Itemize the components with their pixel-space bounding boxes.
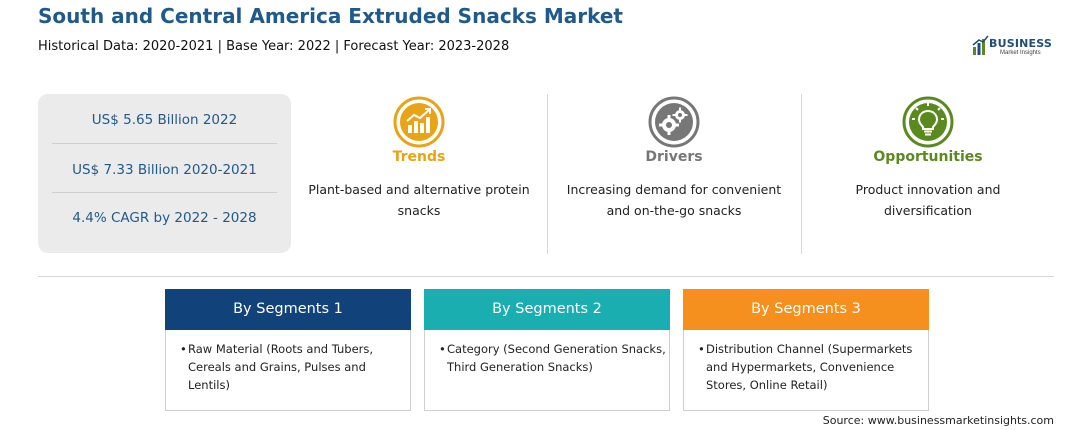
feature-desc-opportunities: Product innovation and diversification [855, 182, 1001, 218]
stat-cagr: 4.4% CAGR by 2022 - 2028 [72, 210, 257, 226]
page-subtitle: Historical Data: 2020-2021 | Base Year: … [38, 39, 510, 54]
feature-drivers: Drivers Increasing demand for convenient… [549, 94, 799, 234]
segment-header-3: By Segments 3 [683, 289, 929, 330]
section-divider [38, 276, 1054, 277]
bullet-icon: • [439, 342, 446, 356]
feature-title-drivers: Drivers [645, 149, 703, 165]
segment-card-1: By Segments 1 • Raw Material (Roots and … [165, 289, 411, 411]
gears-icon [648, 96, 700, 148]
segment-header-2: By Segments 2 [424, 289, 670, 330]
stat-market-size-historical: US$ 7.33 Billion 2020-2021 [72, 162, 257, 178]
segment-item-text: Distribution Channel (Supermarkets and H… [706, 342, 913, 392]
segment-card-3: By Segments 3 • Distribution Channel (Su… [683, 289, 929, 411]
segment-item-2: • Category (Second Generation Snacks, Th… [439, 340, 667, 376]
column-divider [547, 94, 548, 254]
lightbulb-icon [902, 96, 954, 148]
brand-logo: BUSINESS Market Insights [972, 35, 1056, 61]
segment-item-3: • Distribution Channel (Supermarkets and… [698, 340, 926, 394]
feature-title-opportunities: Opportunities [873, 149, 983, 165]
column-divider [801, 94, 802, 254]
feature-desc-drivers: Increasing demand for convenient and on-… [566, 182, 782, 218]
feature-opportunities: Opportunities Product innovation and div… [803, 94, 1053, 234]
market-stats-panel: US$ 5.65 Billion 2022 US$ 7.33 Billion 2… [38, 94, 291, 253]
feature-title-trends: Trends [392, 149, 446, 165]
source-note: Source: www.businessmarketinsights.com [822, 414, 1054, 427]
bullet-icon: • [180, 342, 187, 356]
logo-tagline: Market Insights [1000, 50, 1041, 56]
stat-divider [52, 192, 277, 193]
segment-item-1: • Raw Material (Roots and Tubers, Cereal… [180, 340, 408, 394]
feature-desc-trends: Plant-based and alternative protein snac… [308, 182, 530, 218]
bullet-icon: • [698, 342, 705, 356]
segment-header-1: By Segments 1 [165, 289, 411, 330]
stat-divider [52, 143, 277, 144]
logo-name: BUSINESS [989, 37, 1053, 50]
trend-chart-icon [393, 96, 445, 148]
stat-market-size-2022: US$ 5.65 Billion 2022 [91, 112, 238, 128]
segment-card-2: By Segments 2 • Category (Second Generat… [424, 289, 670, 411]
segment-item-text: Category (Second Generation Snacks, Thir… [447, 342, 666, 374]
logo-bars-icon [972, 35, 989, 55]
feature-trends: Trends Plant-based and alternative prote… [294, 94, 544, 234]
segment-item-text: Raw Material (Roots and Tubers, Cereals … [188, 342, 374, 392]
page-title: South and Central America Extruded Snack… [38, 4, 623, 28]
